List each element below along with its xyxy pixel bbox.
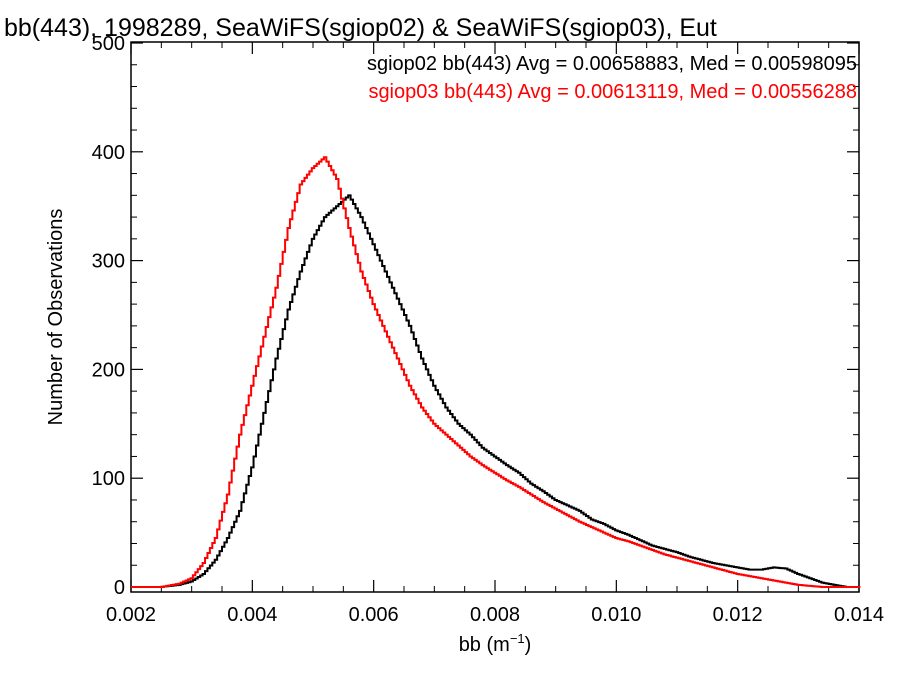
histogram-series-sgiop03 [131,156,861,588]
x-tick-label: 0.008 [470,604,520,626]
x-axis-label: bb (m−1) [459,631,532,656]
x-tick-label: 0.014 [834,604,884,626]
x-tick-label: 0.004 [227,604,277,626]
x-tick-label: 0.010 [591,604,641,626]
x-tick-label: 0.006 [349,604,399,626]
plot-frame [130,41,860,593]
y-tick-label: 400 [92,142,125,164]
y-tick-label: 300 [92,251,125,273]
y-tick-label: 200 [92,359,125,381]
chart-title: bb(443), 1998289, SeaWiFS(sgiop02) & Sea… [4,14,717,42]
y-tick-label: 0 [114,577,125,599]
stat-annotation-sgiop02: sgiop02 bb(443) Avg = 0.00658883, Med = … [367,53,857,75]
series-layer [131,156,861,588]
histogram-series-sgiop02 [131,194,861,588]
x-tick-label: 0.002 [106,604,156,626]
stat-annotation-sgiop03: sgiop03 bb(443) Avg = 0.00613119, Med = … [368,81,857,103]
y-axis-ticks: 0 100 200 300 400 500 [92,33,859,599]
y-tick-label: 100 [92,468,125,490]
x-tick-label: 0.012 [713,604,763,626]
y-axis-label: Number of Observations [45,209,67,426]
x-axis-ticks: 0.002 0.004 0.006 0.008 0.010 0.012 0.014 [106,42,884,626]
y-tick-label: 500 [92,33,125,55]
